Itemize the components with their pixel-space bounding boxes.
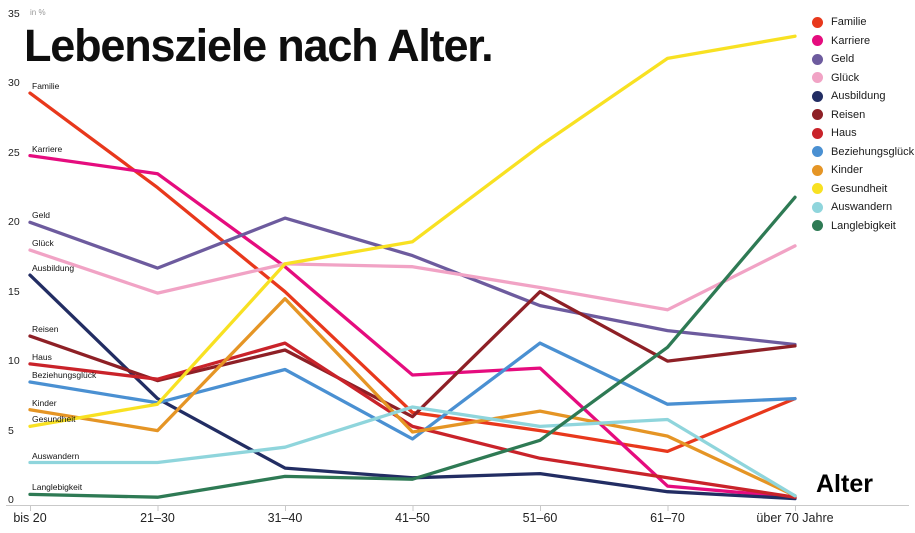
- legend-item-familie: Familie: [812, 13, 914, 32]
- legend-label: Beziehungsglück: [831, 145, 915, 158]
- legend-swatch-icon: [812, 53, 823, 65]
- y-axis-unit-label: in %: [30, 8, 46, 17]
- series-label-familie: Familie: [32, 81, 60, 92]
- y-tick-label: 0: [8, 494, 14, 506]
- legend-label: Auswandern: [831, 201, 893, 214]
- legend-item-auswandern: Auswandern: [812, 198, 914, 217]
- legend-swatch-icon: [812, 90, 823, 102]
- x-tick-label: über 70 Jahre: [756, 511, 834, 525]
- legend-label: Glück: [831, 71, 860, 84]
- series-label-haus: Haus: [32, 351, 52, 362]
- legend-label: Familie: [831, 16, 867, 29]
- series-line-karriere: [28, 153, 797, 499]
- series-line-langlebigkeit: [28, 195, 797, 499]
- legend-label: Reisen: [831, 108, 866, 121]
- x-tick-label: 41–50: [395, 511, 430, 525]
- y-tick-label: 10: [8, 355, 20, 368]
- legend-swatch-icon: [812, 164, 823, 176]
- legend-swatch-icon: [812, 183, 823, 195]
- legend: Familie Karriere Geld Glück Ausbildung Reisen…: [812, 13, 914, 235]
- legend-item-langlebigkeit: Langlebigkeit: [812, 217, 914, 236]
- legend-item-reisen: Reisen: [812, 106, 914, 125]
- legend-label: Geld: [831, 53, 855, 66]
- x-axis-title: Alter: [816, 470, 873, 498]
- legend-item-beziehungsgl-ck: Beziehungsglück: [812, 143, 914, 162]
- series-label-reisen: Reisen: [32, 324, 59, 335]
- y-tick-label: 5: [8, 424, 14, 437]
- series-label-gesundheit: Gesundheit: [32, 414, 76, 425]
- series-line-reisen: [28, 290, 797, 419]
- legend-swatch-icon: [812, 16, 823, 28]
- series-line-haus: [28, 341, 797, 499]
- series-line-auswandern: [28, 405, 797, 498]
- x-tick-label: 21–30: [140, 511, 175, 525]
- legend-label: Haus: [831, 127, 857, 140]
- series-label-karriere: Karriere: [32, 143, 63, 154]
- legend-label: Gesundheit: [831, 182, 888, 195]
- y-tick-label: 20: [8, 216, 20, 229]
- x-tick-label: 61–70: [650, 511, 685, 525]
- legend-item-haus: Haus: [812, 124, 914, 143]
- series-line-geld: [28, 216, 797, 347]
- legend-item-karriere: Karriere: [812, 32, 914, 51]
- legend-swatch-icon: [812, 201, 823, 213]
- legend-item-gl-ck: Glück: [812, 69, 914, 88]
- series-line-gesundheit: [28, 34, 797, 429]
- legend-item-ausbildung: Ausbildung: [812, 87, 914, 106]
- series-label-kinder: Kinder: [32, 397, 57, 408]
- legend-item-geld: Geld: [812, 50, 914, 69]
- legend-swatch-icon: [812, 127, 823, 139]
- series-label-beziehungsgl-ck: Beziehungsglück: [32, 369, 97, 380]
- legend-label: Kinder: [831, 164, 863, 177]
- legend-swatch-icon: [812, 220, 823, 232]
- x-tick-label: 31–40: [267, 511, 303, 525]
- series-label-geld: Geld: [32, 210, 50, 221]
- y-tick-label: 25: [8, 146, 20, 159]
- series-label-auswandern: Auswandern: [32, 450, 80, 461]
- series-line-familie: [28, 91, 797, 454]
- legend-label: Karriere: [831, 34, 871, 47]
- legend-swatch-icon: [812, 72, 823, 84]
- series-label-ausbildung: Ausbildung: [32, 263, 75, 274]
- chart-title: Lebensziele nach Alter.: [24, 20, 494, 71]
- legend-swatch-icon: [812, 146, 823, 158]
- y-tick-label: 30: [8, 77, 20, 90]
- legend-swatch-icon: [812, 35, 823, 47]
- series-line-gl-ck: [28, 244, 797, 312]
- legend-item-gesundheit: Gesundheit: [812, 180, 914, 199]
- series-line-ausbildung: [28, 273, 797, 501]
- legend-swatch-icon: [812, 109, 823, 121]
- series-label-gl-ck: Glück: [32, 238, 54, 249]
- series-label-langlebigkeit: Langlebigkeit: [32, 482, 83, 493]
- legend-label: Ausbildung: [831, 90, 886, 103]
- x-tick-label: 51–60: [522, 511, 558, 525]
- y-tick-label: 15: [8, 285, 20, 298]
- x-tick-label: bis 20: [13, 511, 47, 525]
- series-line-kinder: [28, 297, 797, 498]
- y-tick-label: 35: [8, 8, 20, 20]
- legend-label: Langlebigkeit: [831, 219, 896, 232]
- legend-item-kinder: Kinder: [812, 161, 914, 180]
